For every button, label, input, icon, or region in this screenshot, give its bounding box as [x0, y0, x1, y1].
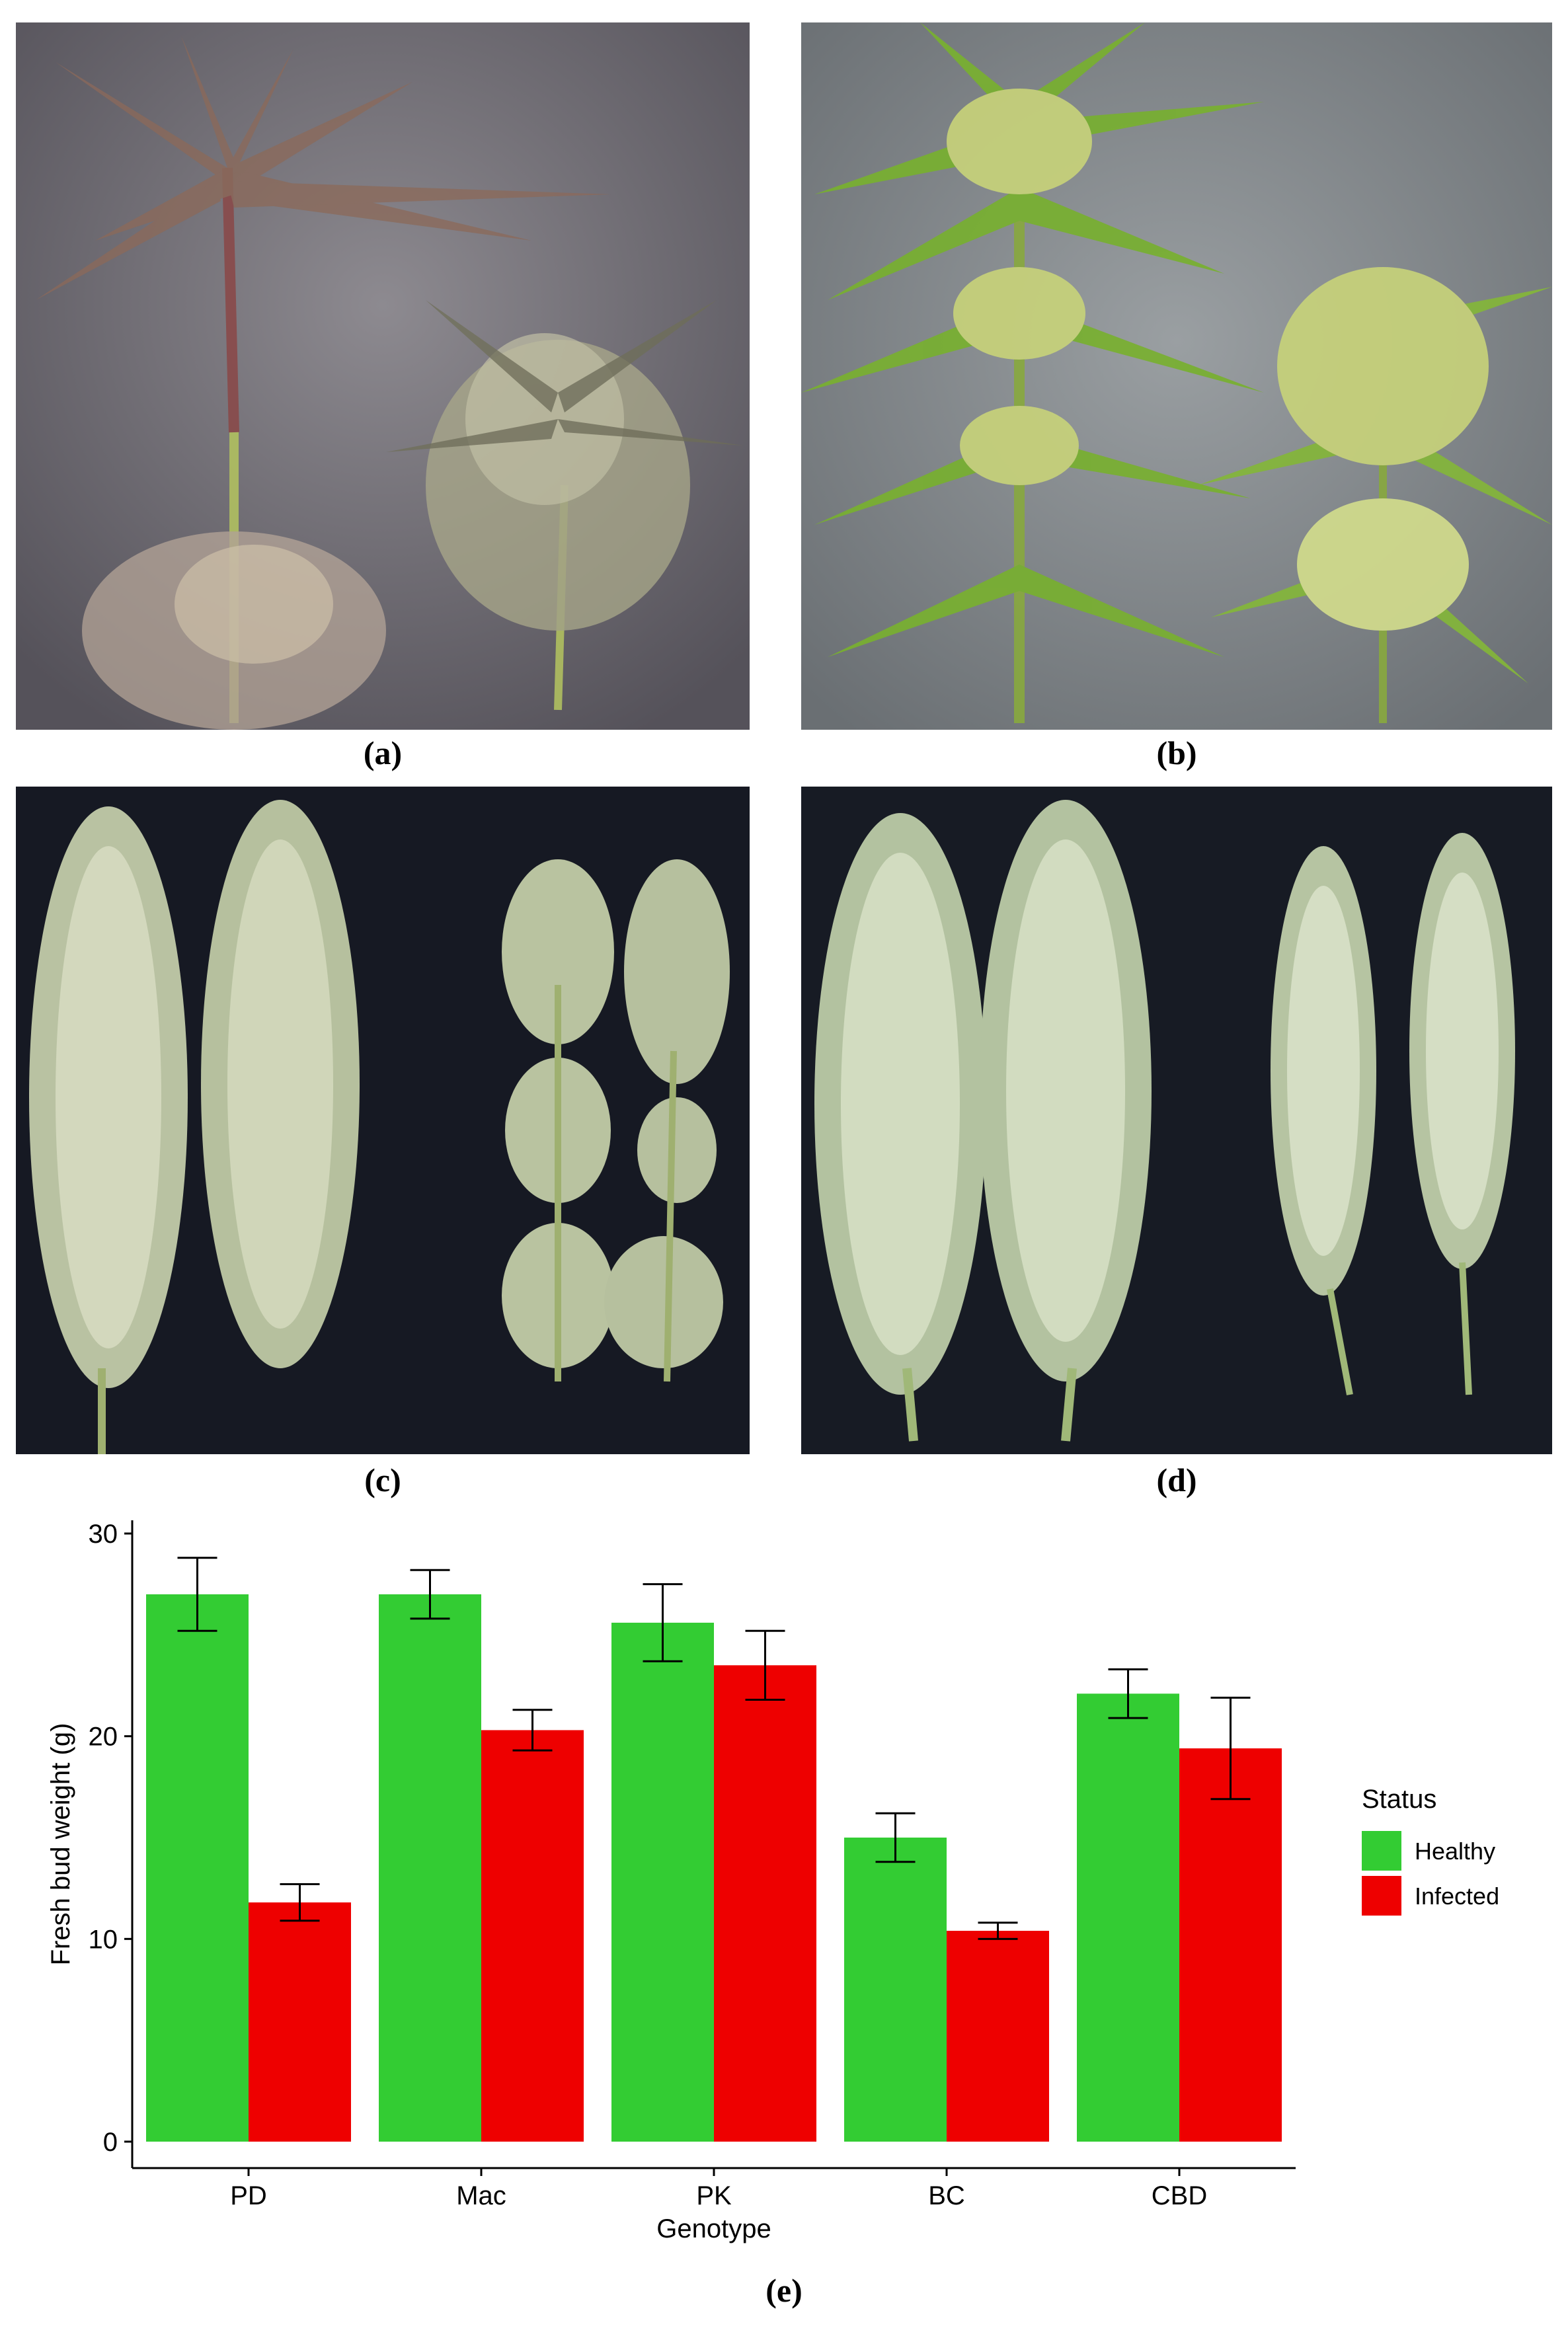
panel-label-e: (e): [765, 2272, 803, 2309]
legend-swatch-infected: [1362, 1876, 1401, 1916]
y-tick-label: 20: [89, 1723, 118, 1752]
error-bar-cbd-infected: [1210, 1696, 1251, 1801]
bar-pd-infected: [249, 1902, 351, 2142]
legend-title: Status: [1362, 1785, 1436, 1814]
error-bar-cbd-healthy: [1108, 1668, 1148, 1719]
x-tick-label: BC: [928, 2181, 965, 2210]
error-bar-pk-infected: [745, 1629, 785, 1701]
error-bar-pk-healthy: [643, 1583, 683, 1662]
x-tick-label: CBD: [1152, 2181, 1207, 2210]
y-tick-label: 0: [103, 2128, 118, 2157]
bar-bc-healthy: [844, 1838, 947, 2142]
axes: PD Mac PK BC CBD 0 10 20 30: [89, 1520, 1296, 2210]
bar-mac-infected: [481, 1730, 584, 2142]
panel-label-d: (d): [1156, 1461, 1197, 1498]
legend: Status Healthy Infected: [1362, 1785, 1499, 1916]
legend-label-healthy: Healthy: [1415, 1838, 1495, 1865]
error-bar-mac-healthy: [410, 1569, 450, 1620]
error-bar-pd-healthy: [177, 1557, 217, 1632]
error-bar-pd-infected: [280, 1883, 320, 1922]
bar-cbd-healthy: [1077, 1693, 1179, 2142]
y-tick-label: 10: [89, 1925, 118, 1954]
x-axis-title: Genotype: [656, 2214, 771, 2243]
photo-panel-b: [801, 22, 1552, 730]
photo-panel-a: [16, 22, 750, 730]
y-tick-label: 30: [89, 1520, 118, 1549]
plot-area: [146, 1557, 1282, 2142]
bar-bc-infected: [947, 1931, 1049, 2142]
x-tick-label: PD: [230, 2181, 267, 2210]
error-bar-mac-infected: [512, 1709, 553, 1752]
x-tick-label: PK: [696, 2181, 732, 2210]
photo-panel-c: [16, 787, 750, 1454]
panel-label-c: (c): [364, 1461, 401, 1498]
legend-swatch-healthy: [1362, 1831, 1401, 1871]
photo-panel-d: [801, 787, 1552, 1454]
bar-pd-healthy: [146, 1594, 249, 2142]
bar-mac-healthy: [379, 1594, 481, 2142]
y-axis-title: Fresh bud weight (g): [46, 1723, 75, 1966]
legend-label-infected: Infected: [1415, 1883, 1499, 1910]
panel-label-b: (b): [1156, 734, 1197, 771]
x-tick-label: Mac: [456, 2181, 506, 2210]
bar-pk-healthy: [611, 1622, 714, 2142]
bar-pk-infected: [714, 1665, 816, 2142]
panel-label-a: (a): [363, 734, 403, 771]
error-bar-bc-infected: [978, 1922, 1018, 1940]
bar-cbd-infected: [1179, 1748, 1282, 2142]
error-bar-bc-healthy: [875, 1812, 916, 1863]
bar-chart: PD Mac PK BC CBD 0 10 20 30 Fresh bud weight (g)…: [46, 1520, 1499, 2243]
